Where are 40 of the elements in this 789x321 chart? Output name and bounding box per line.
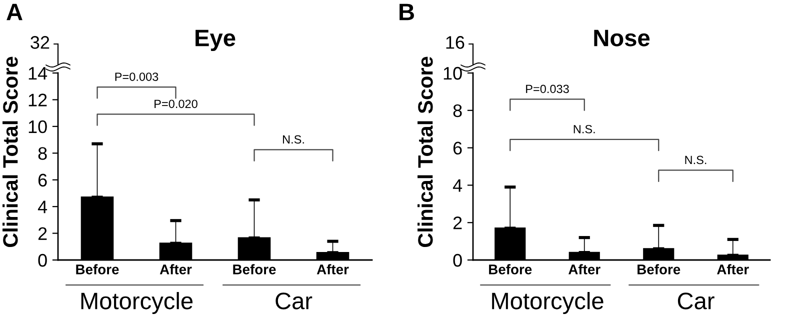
y-tick-label: 0: [453, 254, 462, 267]
y-tick-label: 10: [28, 120, 47, 134]
x-tick-label: After: [160, 264, 192, 274]
y-tick-label: 4: [38, 200, 48, 214]
annotation: N.S.: [574, 124, 595, 134]
annotation: N.S.: [685, 156, 706, 164]
text: 16: [446, 36, 464, 49]
text: Motorcycle: [492, 292, 604, 314]
chart-title: Nose: [594, 30, 650, 46]
y-axis-title: Clinical Total Score: [2, 56, 18, 248]
y-tick-label: 2: [38, 227, 47, 240]
y-tick-label: 2: [453, 216, 462, 230]
y-tick-label: 4: [452, 179, 462, 192]
y-tick-label: 8: [453, 104, 462, 118]
y-tick-label: 12: [28, 94, 47, 106]
y-tick-label: 10: [444, 66, 462, 80]
y-axis-title: Clinical Total Score: [418, 56, 433, 248]
x-tick-label: After: [316, 264, 349, 274]
x-tick-label: After: [568, 264, 600, 274]
y-tick-label: 14: [28, 67, 48, 80]
annotation: N.S.: [282, 135, 304, 144]
x-tick-label: Before: [638, 264, 680, 274]
text: Car: [678, 292, 714, 310]
x-tick-label: Before: [489, 264, 532, 274]
text: 32: [30, 36, 50, 49]
y-tick-label: 6: [453, 142, 462, 155]
y-tick-label: 6: [38, 174, 47, 187]
x-tick-label: After: [717, 264, 749, 274]
text: Motorcycle: [81, 292, 193, 314]
text: A: [6, 4, 22, 20]
chart-title: Eye: [196, 30, 236, 52]
y-tick-label: 0: [38, 254, 47, 267]
x-tick-label: Before: [233, 264, 276, 274]
text: Car: [276, 292, 312, 310]
annotation: P=0.020: [154, 100, 198, 108]
annotation: P=0.033: [526, 84, 569, 94]
annotation: P=0.003: [115, 72, 158, 81]
text: B: [400, 4, 414, 20]
y-tick-label: 8: [38, 147, 47, 160]
x-tick-label: Before: [76, 264, 119, 274]
